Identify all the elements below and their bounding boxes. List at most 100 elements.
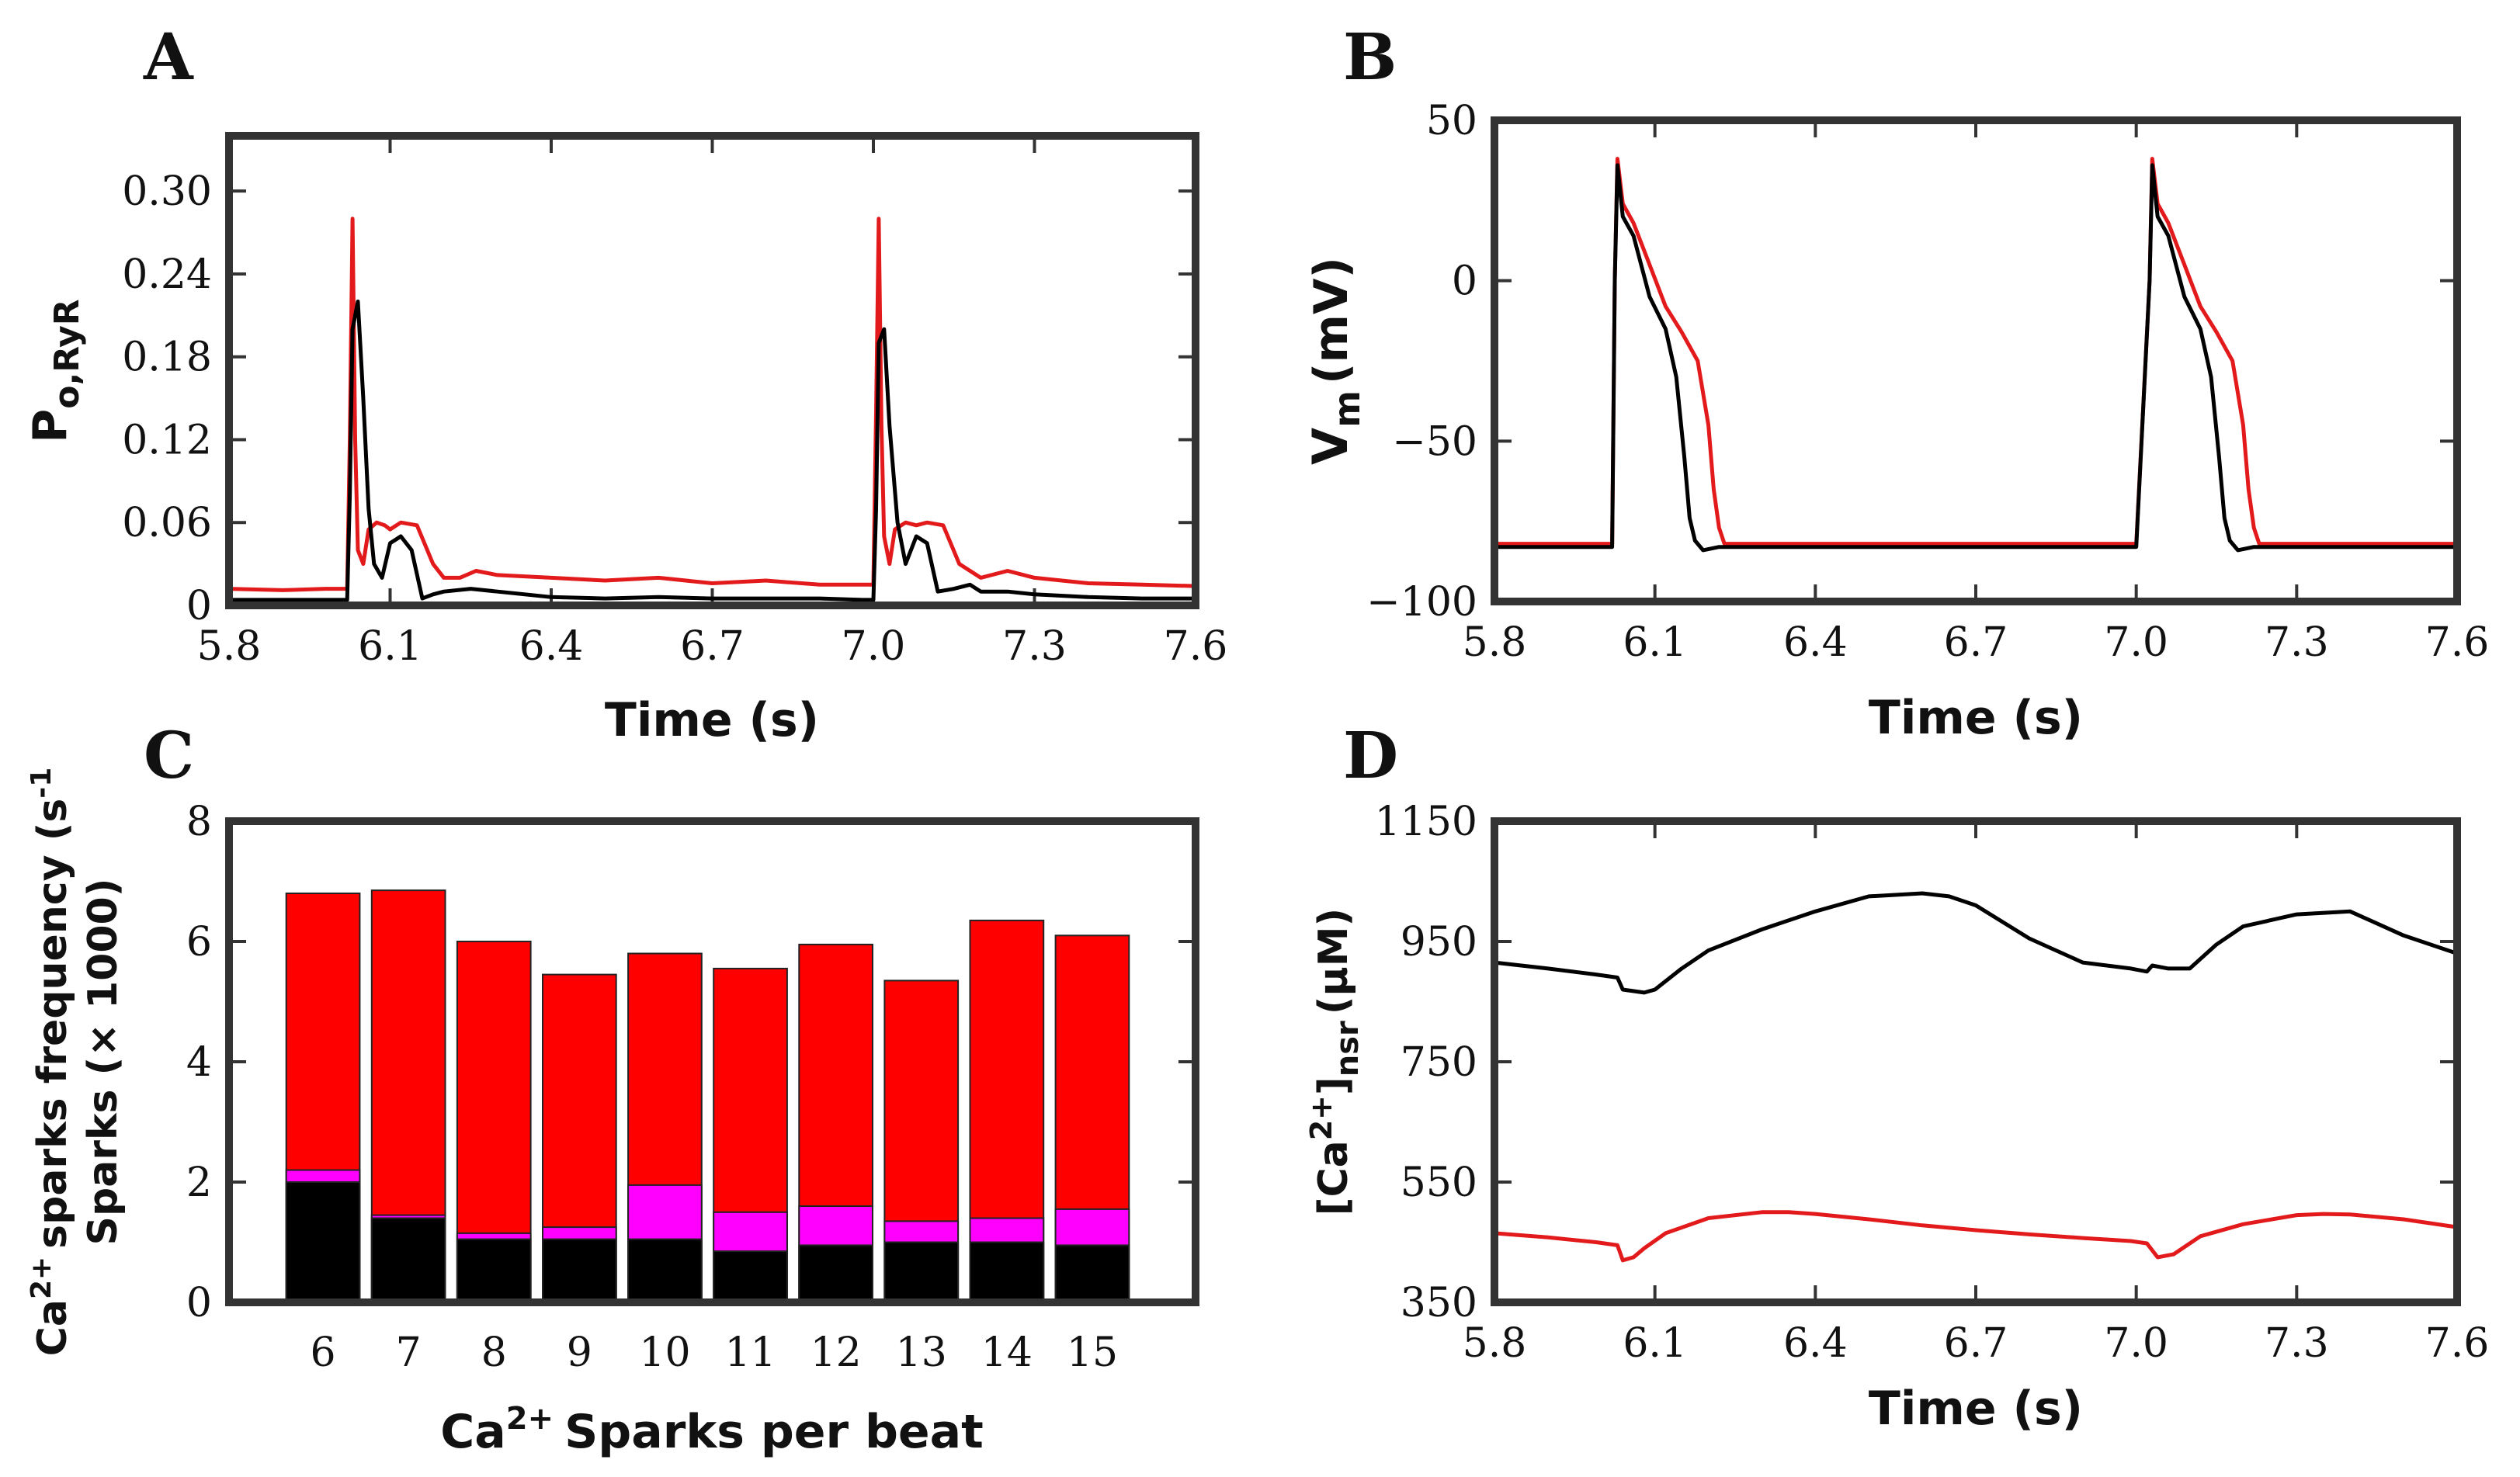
- panel-d-y-label-suffix: (μM): [1310, 908, 1357, 1015]
- panel-c-x-axis-label: Ca2+ Sparks per beat: [440, 1401, 984, 1459]
- x-tick-label: 7.6: [2425, 619, 2490, 666]
- panel-d: D 5.8 6.1 6.4 6.7 7.0 7.3 7.6 350 550 750 950 1150…: [1304, 719, 2489, 1436]
- series-line-2: [1494, 1210, 2458, 1263]
- y-tick-label: 50: [1426, 98, 1477, 144]
- panel-a-y-label-main: P: [23, 409, 78, 443]
- x-tick-label: 15: [1067, 1330, 1118, 1376]
- panel-d-series: [1494, 891, 2458, 1263]
- y-tick-label: 0.24: [122, 251, 212, 298]
- panel-d-y-label-sub: nsr: [1330, 1021, 1366, 1077]
- y-tick-label: 350: [1401, 1280, 1477, 1326]
- x-tick-label: 7.3: [1002, 623, 1067, 670]
- y-tick-label: 0.06: [122, 500, 212, 546]
- x-tick-label: 6.7: [1944, 1320, 2008, 1367]
- series-line-2: [229, 300, 1196, 602]
- x-tick-label: 7.0: [842, 623, 906, 670]
- x-tick-label: 6.7: [680, 623, 745, 670]
- panel-c-y-tick-labels: 0 2 4 6 8: [186, 799, 212, 1326]
- bar-series-3-cat-7: [370, 1217, 446, 1303]
- x-tick-label: 7.3: [2265, 1320, 2329, 1367]
- panel-a-y-axis-label: Po,RyR: [23, 299, 87, 442]
- panel-c-x-tick-labels: 6 7 8 9 10 11 12 13 14 15: [311, 1330, 1119, 1376]
- bar-series-3-cat-11: [713, 1250, 788, 1303]
- x-tick-label: 6.1: [358, 623, 422, 670]
- panel-c-x-label-sup: 2+: [506, 1401, 554, 1437]
- panel-b-grid-ticks: [1493, 119, 2459, 603]
- y-tick-label: 0.12: [122, 417, 212, 463]
- y-tick-label: 4: [186, 1039, 212, 1086]
- panel-b-y-label-sub: m: [1326, 390, 1368, 428]
- x-tick-label: 6.4: [519, 623, 584, 670]
- series-line-1: [1494, 157, 2457, 546]
- panel-a-series: [228, 217, 1196, 602]
- y-tick-label: 2: [186, 1160, 212, 1206]
- y-tick-label: 1150: [1375, 799, 1477, 845]
- series-line-2: [1494, 163, 2457, 553]
- y-tick-label: 950: [1401, 919, 1477, 966]
- panel-a-frame: [225, 132, 1199, 609]
- panel-c-y-axis-label-line1: Ca2+ sparks frequency (s-1: [26, 768, 76, 1357]
- panel-c-frame: [225, 817, 1199, 1306]
- x-tick-label: 7.6: [1164, 623, 1228, 670]
- panel-b-y-label-main: V: [1302, 428, 1359, 465]
- panel-c-x-label-main: Ca: [440, 1405, 506, 1459]
- panel-a-x-axis-label: Time (s): [605, 693, 819, 747]
- panel-c-y-label1-sup2: -1: [26, 768, 57, 799]
- panel-b-y-label-suffix: (mV): [1304, 257, 1359, 384]
- x-tick-label: 6.4: [1783, 1320, 1848, 1367]
- x-tick-label: 12: [810, 1330, 862, 1376]
- panel-b-y-axis-label: Vm (mV): [1302, 257, 1368, 465]
- panel-b-x-axis-label: Time (s): [1869, 691, 2083, 745]
- panel-c-x-label-suffix: Sparks per beat: [564, 1405, 984, 1459]
- x-tick-label: 7.0: [2104, 1320, 2168, 1367]
- bar-series-3-cat-14: [969, 1241, 1045, 1303]
- x-tick-label: 6.7: [1944, 619, 2008, 666]
- panel-a: A 5.8 6.1 6.4 6.7 7.0 7.3 7.6 0 0.06 0.12 0.18 0.2…: [23, 20, 1227, 747]
- y-tick-label: 0.18: [122, 335, 212, 381]
- bar-series-3-cat-10: [627, 1238, 703, 1303]
- panel-b-series: [1494, 157, 2457, 553]
- x-tick-label: 6.1: [1623, 1320, 1687, 1367]
- bar-series-3-cat-12: [798, 1244, 874, 1304]
- x-tick-label: 6.4: [1783, 619, 1848, 666]
- panel-c-y-label1-sup: 2+: [26, 1257, 57, 1299]
- panel-c-y-label1-suffix: sparks frequency (s: [30, 799, 76, 1249]
- y-tick-label: 750: [1401, 1039, 1477, 1086]
- x-tick-label: 10: [639, 1330, 690, 1376]
- x-tick-label: 7.6: [2425, 1320, 2490, 1367]
- bar-series-3-cat-8: [456, 1238, 532, 1303]
- y-tick-label: 8: [186, 799, 212, 845]
- panel-d-y-label-mid: ]: [1310, 1077, 1357, 1095]
- x-tick-label: 5.8: [1463, 1320, 1527, 1367]
- panel-b-frame: [1491, 116, 2461, 605]
- panel-b-x-tick-labels: 5.8 6.1 6.4 6.7 7.0 7.3 7.6: [1463, 619, 2490, 666]
- panel-letter-a: A: [143, 20, 194, 95]
- y-tick-label: −100: [1366, 579, 1477, 626]
- panel-c-y-axis-label-line2: Sparks (× 1000): [80, 879, 127, 1246]
- x-tick-label: 7.3: [2265, 619, 2329, 666]
- panel-d-y-label-main: [Ca: [1310, 1140, 1357, 1215]
- bar-series-3-cat-6: [285, 1181, 361, 1303]
- panel-b-y-tick-labels: −100 −50 0 50: [1366, 98, 1477, 626]
- x-tick-label: 6: [311, 1330, 336, 1376]
- x-tick-label: 7.0: [2104, 619, 2168, 666]
- x-tick-label: 5.8: [1463, 619, 1527, 666]
- panel-a-y-tick-labels: 0 0.06 0.12 0.18 0.24 0.30: [122, 168, 212, 629]
- x-tick-label: 8: [481, 1330, 507, 1376]
- y-tick-label: −50: [1392, 418, 1477, 465]
- panel-d-x-axis-label: Time (s): [1869, 1382, 2083, 1436]
- x-tick-label: 7: [396, 1330, 422, 1376]
- x-tick-label: 13: [896, 1330, 947, 1376]
- panel-d-y-tick-labels: 350 550 750 950 1150: [1375, 799, 1477, 1326]
- panel-d-x-tick-labels: 5.8 6.1 6.4 6.7 7.0 7.3 7.6: [1463, 1320, 2490, 1367]
- y-tick-label: 550: [1401, 1160, 1477, 1206]
- x-tick-label: 14: [981, 1330, 1033, 1376]
- panel-b: B 5.8 6.1 6.4 6.7 7.0 7.3 7.6 −100 −50 0 50 Time …: [1302, 20, 2489, 745]
- panel-letter-c: C: [144, 719, 194, 793]
- panel-a-x-tick-labels: 5.8 6.1 6.4 6.7 7.0 7.3 7.6: [197, 623, 1228, 670]
- bar-series-3-cat-15: [1054, 1244, 1130, 1304]
- panel-letter-b: B: [1343, 20, 1397, 95]
- x-tick-label: 11: [724, 1330, 776, 1376]
